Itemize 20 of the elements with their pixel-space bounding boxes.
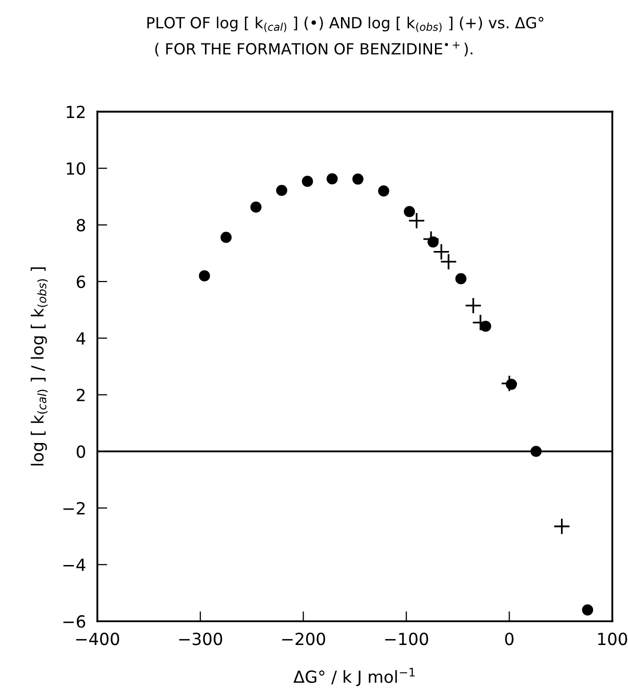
x-tick-label: −100 xyxy=(385,632,428,646)
x-axis-title: ΔG° / k J mol$^{−1}$ xyxy=(293,668,415,686)
y-tick-label: −2 xyxy=(63,502,85,514)
y-tick-label: −4 xyxy=(63,558,86,571)
x-tick-label: −200 xyxy=(282,632,326,646)
x-tick-label: −400 xyxy=(76,632,120,646)
y-tick-label: 4 xyxy=(76,332,86,344)
y-tick-label: 10 xyxy=(66,162,86,175)
y-tick-label: 6 xyxy=(76,275,86,288)
y-tick-label: 8 xyxy=(76,218,86,232)
y-axis-title: log [ k$_{(cal)}$ ] / log [ k$_{(obs)}$ ] xyxy=(30,267,48,466)
chart-title: PLOT OF log [ k$_{(cal)}$ ] (•) AND log [ k$_{(obs)}$ ] (+) vs. ΔG° xyxy=(147,16,544,32)
y-tick-label: 12 xyxy=(66,106,85,118)
y-tick-label: 2 xyxy=(76,388,85,402)
y-tick-label: −6 xyxy=(63,615,86,628)
x-tick-label: −300 xyxy=(179,632,222,646)
chart-subtitle: ( FOR THE FORMATION OF BENZIDINE$^{•+}$). xyxy=(155,42,472,56)
y-tick-label: 0 xyxy=(76,445,86,458)
x-tick-label: 0 xyxy=(505,632,514,646)
x-tick-label: 100 xyxy=(598,632,628,646)
